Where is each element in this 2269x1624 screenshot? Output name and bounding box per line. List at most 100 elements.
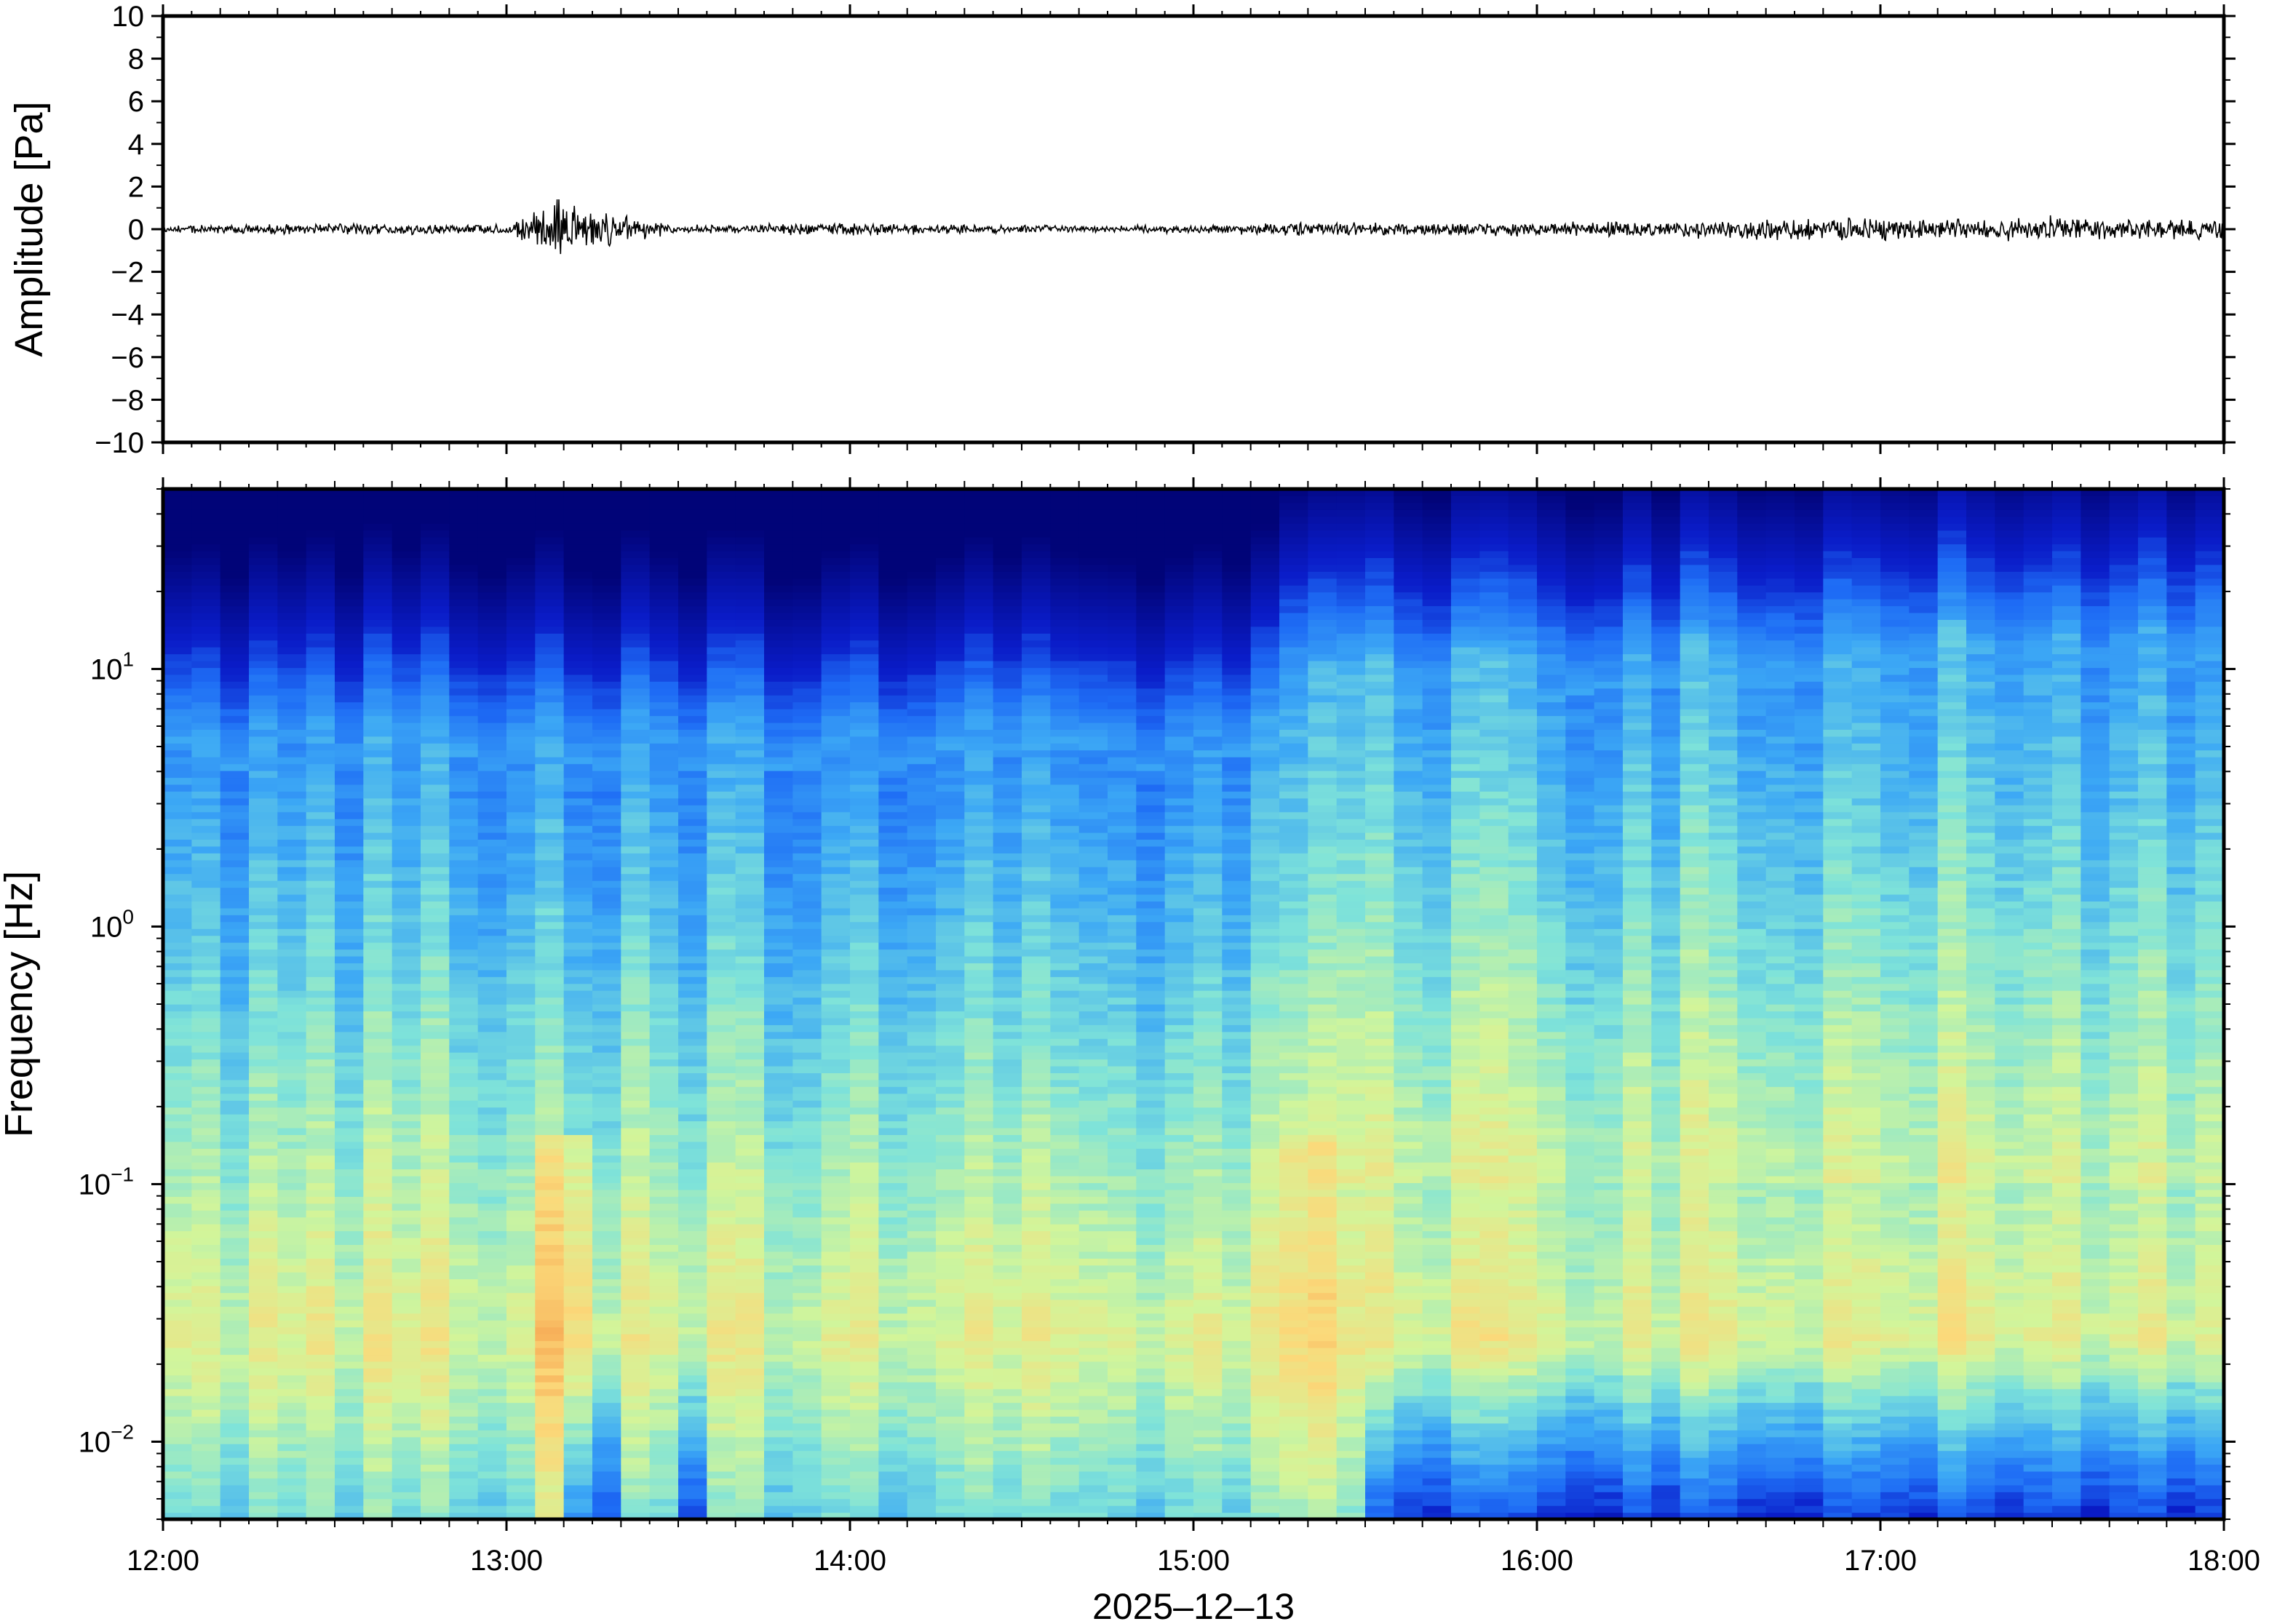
- spectrogram-cell: [993, 1313, 1022, 1321]
- spectrogram-cell: [335, 1430, 364, 1438]
- spectrogram-cell: [621, 1313, 651, 1321]
- spectrogram-cell: [506, 1224, 536, 1232]
- spectrogram-cell: [735, 612, 765, 620]
- spectrogram-cell: [993, 544, 1022, 552]
- spectrogram-cell: [335, 832, 364, 840]
- spectrogram-cell: [506, 839, 536, 847]
- spectrogram-cell: [563, 605, 593, 613]
- spectrogram-cell: [163, 1430, 192, 1438]
- spectrogram-cell: [707, 969, 736, 977]
- spectrogram-cell: [936, 578, 965, 586]
- spectrogram-cell: [792, 1416, 822, 1424]
- spectrogram-cell: [563, 1134, 593, 1142]
- spectrogram-cell: [277, 1278, 307, 1286]
- spectrogram-cell: [506, 1196, 536, 1204]
- spectrogram-cell: [707, 990, 736, 998]
- spectrogram-cell: [907, 1430, 937, 1438]
- spectrogram-cell: [592, 1430, 621, 1438]
- spectrogram-cell: [335, 997, 364, 1005]
- spectrogram-cell: [649, 1196, 679, 1204]
- spectrogram-cell: [277, 489, 307, 497]
- spectrogram-cell: [735, 1189, 765, 1197]
- spectrogram-cell: [993, 1299, 1022, 1307]
- spectrogram-cell: [392, 619, 421, 627]
- spectrogram-cell: [649, 853, 679, 861]
- spectrogram-cell: [735, 743, 765, 751]
- spectrogram-cell: [707, 729, 736, 737]
- spectrogram-cell: [163, 777, 192, 785]
- spectrogram-cell: [249, 1237, 278, 1245]
- spectrogram-cell: [220, 550, 250, 558]
- spectrogram-cell: [735, 667, 765, 675]
- spectrogram-cell: [191, 640, 221, 648]
- spectrogram-cell: [163, 1114, 192, 1122]
- spectrogram-cell: [220, 901, 250, 909]
- spectrogram-cell: [1050, 1237, 1080, 1245]
- spectrogram-cell: [421, 771, 450, 779]
- spectrogram-cell: [277, 729, 307, 737]
- spectrogram-cell: [821, 963, 851, 971]
- spectrogram-cell: [707, 701, 736, 709]
- spectrogram-cell: [936, 1354, 965, 1362]
- spectrogram-cell: [1050, 1217, 1080, 1225]
- spectrogram-cell: [449, 1251, 479, 1259]
- spectrogram-cell: [907, 743, 937, 751]
- spectrogram-cell: [191, 1422, 221, 1430]
- spectrogram-cell: [163, 1306, 192, 1314]
- spectrogram-cell: [392, 736, 421, 744]
- spectrogram-cell: [1050, 1326, 1080, 1334]
- spectrogram-cell: [936, 1196, 965, 1204]
- spectrogram-cell: [335, 928, 364, 936]
- spectrogram-cell: [764, 1121, 793, 1129]
- spectrogram-cell: [363, 1409, 393, 1417]
- spectrogram-cell: [649, 1457, 679, 1465]
- spectrogram-cell: [936, 963, 965, 971]
- spectrogram-cell: [1050, 1024, 1080, 1032]
- spectrogram-cell: [592, 489, 621, 497]
- spectrogram-cell: [878, 626, 908, 634]
- spectrogram-cell: [792, 1017, 822, 1025]
- spectrogram-cell: [878, 1155, 908, 1163]
- spectrogram-cell: [277, 983, 307, 991]
- spectrogram-cell: [678, 1396, 707, 1404]
- spectrogram-cell: [850, 1361, 879, 1369]
- spectrogram-cell: [163, 1361, 192, 1369]
- spectrogram-cell: [392, 1388, 421, 1396]
- spectrogram-cell: [506, 935, 536, 943]
- spectrogram-cell: [878, 489, 908, 497]
- spectrogram-cell: [220, 1326, 250, 1334]
- spectrogram-cell: [964, 667, 994, 675]
- spectrogram-cell: [993, 1348, 1022, 1356]
- spectrogram-cell: [220, 1292, 250, 1300]
- spectrogram-cell: [678, 1196, 707, 1204]
- spectrogram-cell: [392, 1478, 421, 1486]
- spectrogram-cell: [335, 1436, 364, 1444]
- spectrogram-cell: [249, 1272, 278, 1280]
- spectrogram-cell: [563, 1361, 593, 1369]
- spectrogram-cell: [535, 647, 565, 655]
- waveform-y-tick-label: −10: [95, 427, 144, 459]
- spectrogram-cell: [936, 990, 965, 998]
- spectrogram-cell: [1050, 1505, 1080, 1513]
- spectrogram-cell: [506, 640, 536, 648]
- spectrogram-cell: [306, 516, 335, 524]
- spectrogram-cell: [649, 688, 679, 696]
- spectrogram-cell: [735, 1045, 765, 1053]
- spectrogram-cell: [191, 592, 221, 600]
- spectrogram-cell: [220, 1492, 250, 1500]
- spectrogram-cell: [563, 1374, 593, 1382]
- spectrogram-cell: [821, 1230, 851, 1238]
- spectrogram-cell: [477, 997, 507, 1005]
- spectrogram-cell: [249, 564, 278, 572]
- spectrogram-cell: [163, 1470, 192, 1478]
- spectrogram-cell: [850, 1272, 879, 1280]
- spectrogram-cell: [163, 1107, 192, 1115]
- spectrogram-cell: [535, 1436, 565, 1444]
- spectrogram-cell: [649, 1100, 679, 1108]
- spectrogram-cell: [277, 537, 307, 545]
- spectrogram-cell: [506, 1141, 536, 1149]
- spectrogram-cell: [907, 935, 937, 943]
- spectrogram-cell: [220, 1430, 250, 1438]
- spectrogram-cell: [277, 674, 307, 682]
- spectrogram-cell: [421, 845, 450, 853]
